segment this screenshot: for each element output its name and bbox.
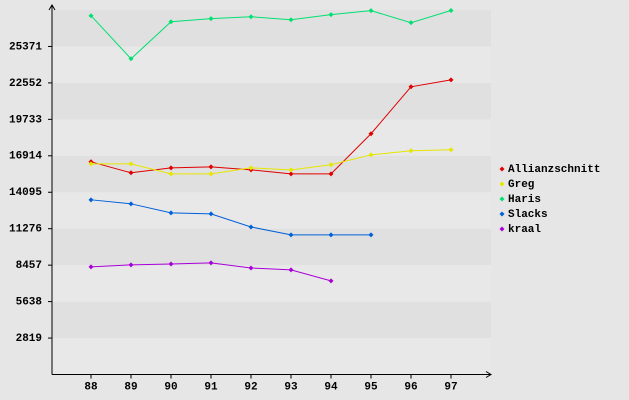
y-tick-label: 8457 bbox=[16, 260, 42, 272]
series-line bbox=[91, 149, 452, 175]
point bbox=[88, 264, 94, 270]
legend-marker bbox=[499, 226, 505, 232]
grid-band bbox=[52, 338, 491, 375]
point bbox=[168, 19, 174, 25]
legend-label: Haris bbox=[508, 194, 541, 206]
point bbox=[288, 267, 294, 273]
point bbox=[248, 224, 254, 230]
point bbox=[208, 211, 214, 217]
y-tick-label: 5638 bbox=[16, 297, 43, 309]
point bbox=[368, 232, 374, 238]
point bbox=[208, 171, 214, 177]
legend-marker bbox=[499, 166, 505, 172]
point bbox=[248, 165, 254, 171]
x-tick-label: 91 bbox=[204, 381, 218, 393]
point bbox=[208, 260, 214, 266]
point bbox=[368, 131, 374, 137]
x-tick-label: 93 bbox=[284, 381, 298, 393]
point bbox=[128, 201, 134, 207]
point bbox=[448, 147, 454, 153]
legend-marker bbox=[499, 181, 505, 187]
point bbox=[168, 171, 174, 177]
point bbox=[288, 167, 294, 173]
y-tick-label: 16914 bbox=[9, 151, 42, 163]
point bbox=[88, 197, 94, 203]
point bbox=[208, 16, 214, 22]
point bbox=[168, 165, 174, 171]
series-line bbox=[90, 79, 452, 175]
point bbox=[168, 261, 174, 267]
point bbox=[448, 8, 454, 14]
point bbox=[208, 164, 214, 170]
x-tick-label: 88 bbox=[84, 381, 98, 393]
grid-band bbox=[52, 192, 491, 229]
legend-label: Allianzschnitt bbox=[508, 164, 600, 176]
y-axis-arrow bbox=[48, 4, 56, 11]
legend-marker bbox=[499, 196, 505, 202]
x-tick-label: 96 bbox=[404, 381, 417, 393]
x-tick-label: 94 bbox=[324, 381, 338, 393]
point bbox=[328, 162, 334, 168]
point bbox=[88, 161, 94, 167]
x-axis-arrow bbox=[485, 371, 492, 378]
x-tick-label: 90 bbox=[164, 381, 177, 393]
y-tick-label: 25371 bbox=[9, 41, 42, 53]
series-line bbox=[90, 10, 452, 60]
point bbox=[288, 171, 294, 177]
point bbox=[288, 232, 294, 238]
point bbox=[328, 278, 334, 284]
point bbox=[288, 17, 294, 23]
point bbox=[88, 13, 94, 19]
grid-band bbox=[52, 301, 491, 339]
y-tick-label: 2819 bbox=[16, 333, 42, 345]
x-tick-label: 97 bbox=[444, 381, 457, 393]
grid-band bbox=[52, 155, 491, 193]
point bbox=[408, 84, 414, 90]
point bbox=[168, 210, 174, 216]
grid-band bbox=[52, 228, 491, 266]
grid-band bbox=[52, 46, 491, 83]
grid-band bbox=[52, 10, 491, 47]
point bbox=[128, 170, 134, 176]
legend-marker bbox=[499, 211, 505, 217]
legend-label: Slacks bbox=[508, 209, 548, 221]
grid-band bbox=[52, 265, 491, 302]
point bbox=[368, 152, 374, 158]
point bbox=[448, 77, 454, 83]
point bbox=[128, 161, 134, 167]
point bbox=[328, 12, 334, 18]
legend-label: kraal bbox=[508, 224, 541, 236]
point bbox=[248, 265, 254, 271]
grid-band bbox=[52, 82, 491, 120]
point bbox=[128, 262, 134, 268]
point bbox=[328, 232, 334, 238]
y-tick-label: 19733 bbox=[9, 114, 42, 126]
point bbox=[408, 148, 414, 154]
point bbox=[408, 20, 414, 26]
x-tick-label: 92 bbox=[244, 381, 257, 393]
point bbox=[328, 171, 334, 177]
grid-band bbox=[52, 119, 491, 156]
y-tick-label: 22552 bbox=[9, 78, 42, 90]
point bbox=[368, 8, 374, 14]
y-tick-label: 14095 bbox=[9, 187, 42, 199]
x-tick-label: 89 bbox=[124, 381, 137, 393]
x-tick-label: 95 bbox=[364, 381, 378, 393]
y-tick-label: 11276 bbox=[9, 224, 42, 236]
point bbox=[128, 56, 134, 62]
point bbox=[248, 14, 254, 20]
series-line bbox=[90, 199, 371, 236]
legend-label: Greg bbox=[508, 179, 534, 191]
